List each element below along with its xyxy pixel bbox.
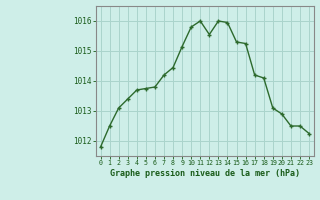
X-axis label: Graphe pression niveau de la mer (hPa): Graphe pression niveau de la mer (hPa) [110,169,300,178]
